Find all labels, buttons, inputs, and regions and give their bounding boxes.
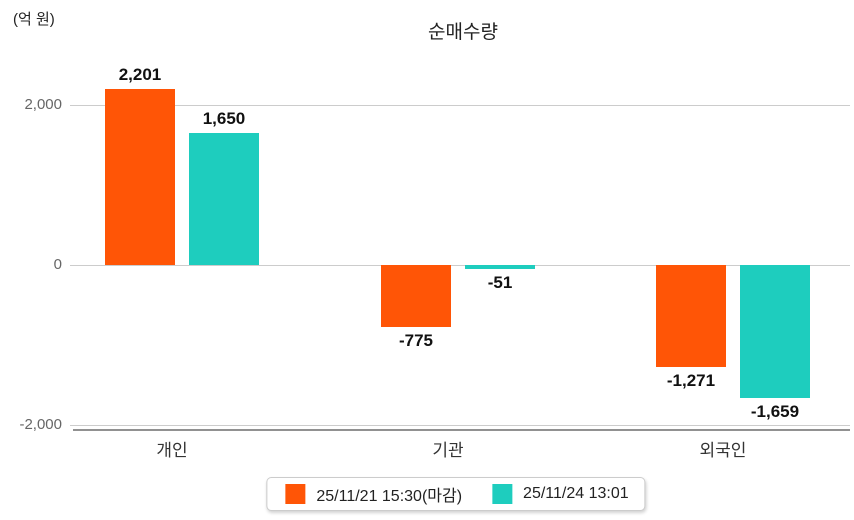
legend-label: 25/11/24 13:01 [523,485,629,502]
x-category-label: 개인 [156,441,188,460]
legend-swatch-icon [285,484,306,504]
bar-series2-cat3 [740,265,810,398]
gridline [70,425,850,426]
legend-item-2[interactable]: 25/11/24 13:01 [492,484,629,504]
bar-series2-cat1 [189,133,259,265]
bar-series1-cat2 [381,265,451,327]
bar-series1-cat3 [656,265,726,367]
x-axis-line [73,429,850,431]
gridline [70,265,850,266]
legend: 25/11/21 15:30(마감) 25/11/24 13:01 [266,477,646,511]
legend-swatch-icon [492,484,513,504]
chart-title: 순매수량 [428,22,498,43]
y-axis-unit-label: (억 원) [13,11,55,28]
y-tick-label: 2,000 [24,96,62,113]
bar-series2-cat2 [465,265,535,270]
legend-label: 25/11/21 15:30(마감) [316,488,463,505]
bar-series1-cat1 [105,88,175,265]
y-tick-label: -2,000 [19,416,62,433]
gridline [70,105,850,106]
bar-value-label: 1,650 [202,109,246,128]
bar-value-label: -51 [487,273,513,293]
bar-value-label: -1,271 [666,370,716,390]
y-tick-label: 0 [53,256,62,273]
bar-value-label: -775 [398,331,434,350]
x-category-label: 기관 [432,441,464,460]
legend-item-1[interactable]: 25/11/21 15:30(마감) [285,482,462,506]
bar-value-label: -1,659 [750,401,800,421]
x-category-label: 외국인 [699,441,747,460]
bar-value-label: 2,201 [118,64,162,84]
